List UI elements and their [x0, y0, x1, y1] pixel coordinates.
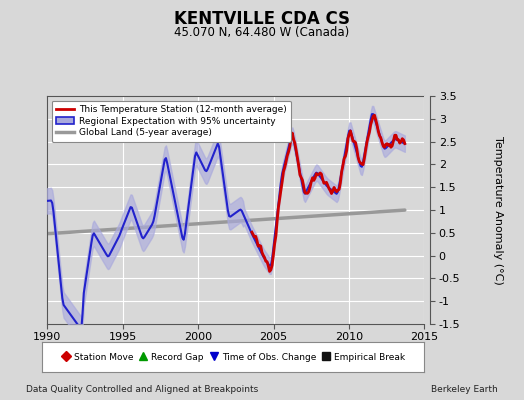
- Text: Temperature Anomaly (°C): Temperature Anomaly (°C): [493, 136, 503, 284]
- Legend: This Temperature Station (12-month average), Regional Expectation with 95% uncer: This Temperature Station (12-month avera…: [52, 100, 291, 142]
- Text: Data Quality Controlled and Aligned at Breakpoints: Data Quality Controlled and Aligned at B…: [26, 385, 258, 394]
- Text: 45.070 N, 64.480 W (Canada): 45.070 N, 64.480 W (Canada): [174, 26, 350, 39]
- Text: KENTVILLE CDA CS: KENTVILLE CDA CS: [174, 10, 350, 28]
- Text: Berkeley Earth: Berkeley Earth: [431, 385, 498, 394]
- Legend: Station Move, Record Gap, Time of Obs. Change, Empirical Break: Station Move, Record Gap, Time of Obs. C…: [58, 350, 408, 364]
